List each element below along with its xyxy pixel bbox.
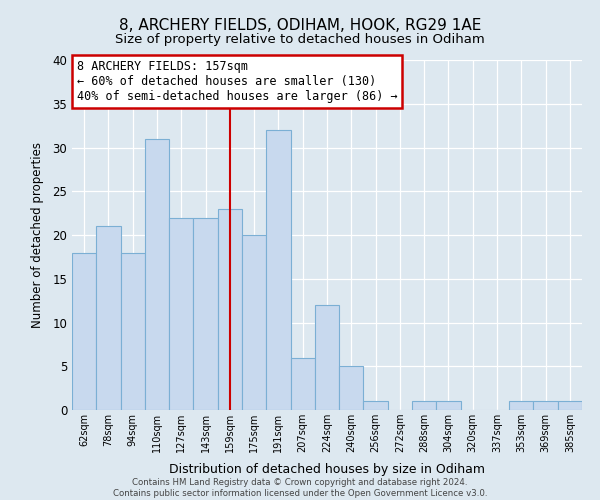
Bar xyxy=(315,305,339,410)
Bar xyxy=(339,366,364,410)
Bar xyxy=(121,252,145,410)
Bar xyxy=(96,226,121,410)
Bar xyxy=(558,401,582,410)
Bar xyxy=(412,401,436,410)
Text: 8 ARCHERY FIELDS: 157sqm
← 60% of detached houses are smaller (130)
40% of semi-: 8 ARCHERY FIELDS: 157sqm ← 60% of detach… xyxy=(77,60,398,103)
Bar xyxy=(242,235,266,410)
Bar xyxy=(509,401,533,410)
Bar xyxy=(218,209,242,410)
Bar xyxy=(193,218,218,410)
Bar xyxy=(533,401,558,410)
Bar xyxy=(290,358,315,410)
X-axis label: Distribution of detached houses by size in Odiham: Distribution of detached houses by size … xyxy=(169,464,485,476)
Bar xyxy=(145,139,169,410)
Text: 8, ARCHERY FIELDS, ODIHAM, HOOK, RG29 1AE: 8, ARCHERY FIELDS, ODIHAM, HOOK, RG29 1A… xyxy=(119,18,481,32)
Bar xyxy=(72,252,96,410)
Bar xyxy=(169,218,193,410)
Text: Contains HM Land Registry data © Crown copyright and database right 2024.
Contai: Contains HM Land Registry data © Crown c… xyxy=(113,478,487,498)
Bar xyxy=(436,401,461,410)
Bar xyxy=(266,130,290,410)
Y-axis label: Number of detached properties: Number of detached properties xyxy=(31,142,44,328)
Text: Size of property relative to detached houses in Odiham: Size of property relative to detached ho… xyxy=(115,32,485,46)
Bar xyxy=(364,401,388,410)
